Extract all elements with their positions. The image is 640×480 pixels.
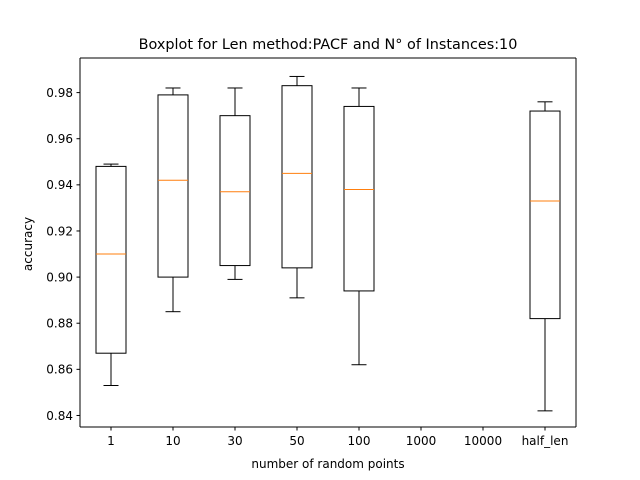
x-tick-label: 1000 [406,434,437,448]
x-tick-label: 50 [289,434,304,448]
x-tick-label: 100 [348,434,371,448]
x-tick-label: 1 [107,434,115,448]
y-tick-label: 0.84 [46,409,73,423]
box-100 [343,105,375,292]
box-30 [219,115,251,267]
y-tick-label: 0.98 [46,86,73,100]
box-50 [281,85,313,269]
y-tick-label: 0.96 [46,132,73,146]
y-axis-label: accuracy [21,217,35,271]
x-tick-label: 10 [165,434,180,448]
x-tick-label: 10000 [464,434,502,448]
plot-area: 0.84 0.86 0.88 0.90 0.92 0.94 0.96 0.98 1 10 30 50 1… [46,57,577,448]
x-axis-label: number of random points [251,457,404,471]
y-tick-label: 0.86 [46,363,73,377]
box-half_len [529,110,561,320]
y-tick-label: 0.94 [46,178,73,192]
y-tick-label: 0.88 [46,317,73,331]
box-10 [157,94,189,278]
box-1 [95,165,127,354]
x-tick-label: 30 [227,434,242,448]
chart-title: Boxplot for Len method:PACF and N° of In… [139,37,518,53]
x-tick-label: half_len [522,434,569,448]
y-tick-label: 0.92 [46,224,73,238]
y-tick-label: 0.90 [46,270,73,284]
